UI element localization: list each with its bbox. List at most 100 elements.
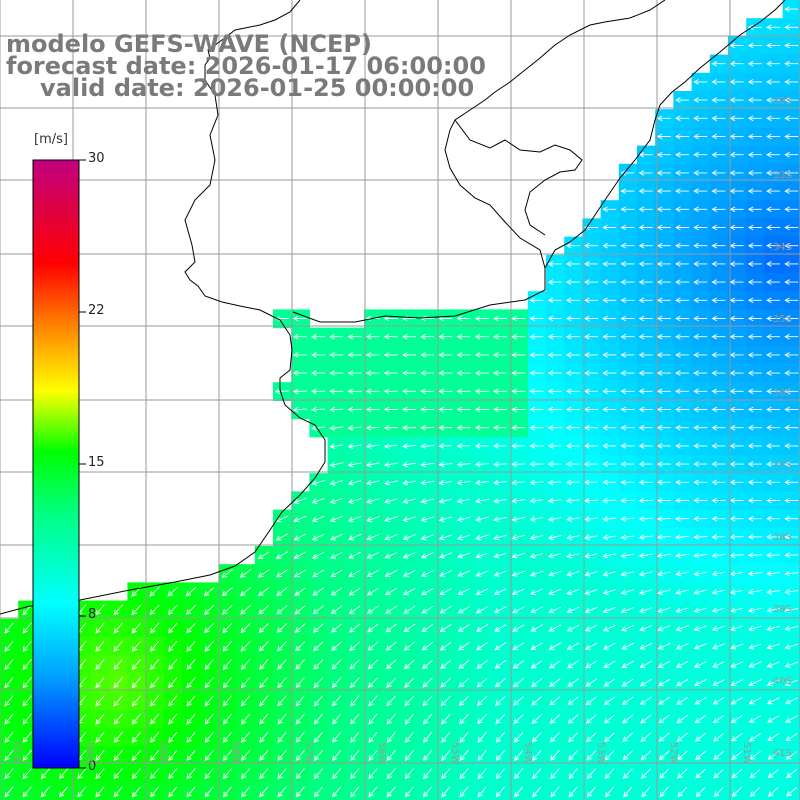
wind-arrow [258,641,269,652]
wind-arrow [766,443,780,449]
wind-arrow [784,370,799,376]
wind-arrow [638,170,653,176]
wind-arrow [748,643,762,650]
wind-arrow [603,660,616,669]
wind-arrow [204,713,214,725]
wind-arrow [495,750,505,762]
wind-arrow [747,552,762,559]
wind-arrow [40,768,50,780]
wind-arrow [95,768,105,780]
wind-arrow [456,424,471,431]
wind-arrow [511,461,526,468]
wind-arrow [675,552,689,559]
wind-arrow [547,479,562,486]
wind-arrow [511,352,526,358]
wind-arrow [511,333,526,340]
wind-arrow [529,370,544,376]
wind-arrow [729,315,744,322]
wind-arrow [693,515,708,522]
wind-arrow [529,297,544,304]
wind-arrow [22,622,32,634]
wind-arrow [438,516,453,523]
wind-arrow [512,678,525,688]
wind-arrow [422,713,433,725]
wind-arrow [602,606,616,614]
wind-arrow [402,333,416,340]
wind-arrow [493,315,507,322]
wind-arrow [547,388,562,395]
wind-arrow [693,443,708,449]
wind-arrow [566,570,580,577]
wind-arrow [603,714,615,724]
wind-arrow [693,497,708,504]
wind-arrow [95,622,105,634]
wind-arrow [565,406,580,413]
wind-arrow [784,461,799,467]
wind-arrow [514,750,524,762]
wind-arrow [693,461,708,467]
wind-arrow [513,713,524,725]
wind-arrow [584,642,598,650]
wind-arrow [277,731,287,743]
wind-arrow [711,607,726,614]
wind-arrow [456,443,471,449]
wind-arrow [241,786,251,798]
wind-arrow [784,661,798,668]
wind-arrow [529,424,544,431]
wind-arrow [295,731,305,743]
wind-arrow [386,695,396,707]
wind-arrow [547,406,562,413]
wind-arrow [785,715,798,723]
wind-arrow [747,60,762,67]
wind-arrow [693,589,708,595]
longitude-label: 52W [668,742,679,765]
wind-arrow [747,406,762,413]
wind-arrow [784,42,799,49]
wind-arrow [730,643,744,650]
wind-arrow [458,641,470,651]
wind-arrow [747,479,762,486]
wind-arrow [766,625,780,632]
wind-arrow [204,768,214,780]
wind-arrow [549,714,561,724]
wind-arrow [620,261,635,267]
wind-arrow [350,768,360,780]
wind-arrow [747,333,762,340]
wind-arrow [239,569,252,578]
wind-arrow [729,188,744,194]
wind-arrow [529,534,544,541]
wind-arrow [659,768,670,779]
wind-arrow [568,750,579,761]
latitude-label: 36S [772,388,792,399]
wind-arrow [638,352,653,358]
wind-arrow [168,640,178,652]
wind-arrow [659,786,669,798]
wind-arrow [493,370,507,376]
coastline [0,0,326,615]
wind-arrow [641,786,651,798]
wind-arrow [203,586,215,597]
wind-arrow [438,370,453,376]
wind-arrow [531,714,542,725]
wind-arrow [747,424,762,431]
wind-arrow [329,443,344,450]
wind-arrow [784,188,799,194]
wind-arrow [620,479,635,486]
wind-arrow [512,660,525,669]
wind-arrow [747,388,762,395]
wind-arrow [240,640,251,652]
wind-arrow [311,370,325,376]
wind-arrow [748,607,762,613]
wind-arrow [675,625,689,632]
wind-arrow [313,677,324,689]
wind-arrow [711,170,726,176]
wind-arrow [729,461,744,467]
wind-arrow [767,769,779,779]
wind-arrow [656,224,671,231]
latitude-label: 39S [772,604,792,615]
wind-arrow [747,589,762,595]
wind-arrow [241,677,251,689]
colorbar-unit: [m/s] [34,132,68,147]
wind-arrow [548,642,561,650]
wind-arrow [295,641,306,652]
